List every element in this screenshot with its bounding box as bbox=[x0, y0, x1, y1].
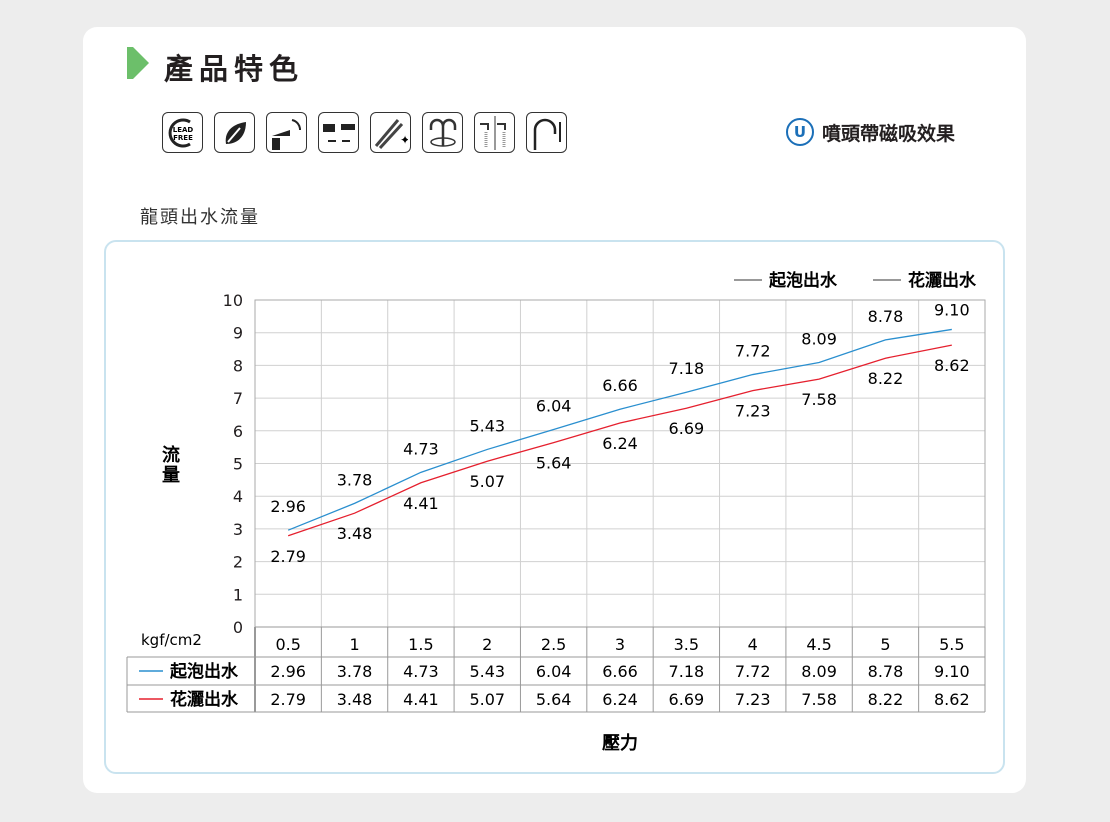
table-cell: 6.04 bbox=[536, 662, 572, 681]
data-label: 7.58 bbox=[801, 390, 837, 409]
table-cell: 5.64 bbox=[536, 690, 572, 709]
table-series-name: 起泡出水 bbox=[169, 661, 239, 682]
product-card bbox=[83, 27, 1026, 793]
y-tick-label: 6 bbox=[233, 422, 243, 441]
table-cell: 9.10 bbox=[934, 662, 970, 681]
data-label: 6.04 bbox=[536, 396, 572, 415]
x-tick-label: 0.5 bbox=[275, 635, 300, 654]
data-label: 6.24 bbox=[602, 434, 638, 453]
data-label: 5.43 bbox=[469, 416, 505, 435]
swivel-spout-icon bbox=[422, 112, 463, 153]
table-cell: 7.72 bbox=[735, 662, 771, 681]
data-label: 8.62 bbox=[934, 356, 970, 375]
feature-icons: LEAD FREE ✦ bbox=[162, 112, 567, 153]
table-cell: 7.23 bbox=[735, 690, 771, 709]
x-tick-label: 3.5 bbox=[674, 635, 699, 654]
table-cell: 4.41 bbox=[403, 690, 439, 709]
data-label: 4.41 bbox=[403, 494, 439, 513]
table-cell: 8.62 bbox=[934, 690, 970, 709]
data-label: 2.96 bbox=[270, 497, 306, 516]
table-cell: 8.09 bbox=[801, 662, 837, 681]
x-tick-label: 1.5 bbox=[408, 635, 433, 654]
chart-frame bbox=[104, 240, 1005, 774]
magnet-feature: U 噴頭帶磁吸效果 bbox=[786, 118, 955, 146]
extendable-hose-icon bbox=[318, 112, 359, 153]
table-cell: 6.69 bbox=[669, 690, 705, 709]
table-cell: 8.78 bbox=[868, 662, 904, 681]
table-cell: 7.58 bbox=[801, 690, 837, 709]
y-tick-label: 10 bbox=[223, 291, 243, 310]
table-cell: 8.22 bbox=[868, 690, 904, 709]
y-tick-label: 1 bbox=[233, 585, 243, 604]
table-cell: 6.24 bbox=[602, 690, 638, 709]
data-label: 2.79 bbox=[270, 547, 306, 566]
table-cell: 4.73 bbox=[403, 662, 439, 681]
data-label: 8.09 bbox=[801, 329, 837, 348]
x-tick-label: 1 bbox=[349, 635, 359, 654]
svg-text:FREE: FREE bbox=[173, 134, 193, 142]
y-tick-label: 0 bbox=[233, 618, 243, 637]
table-cell: 7.18 bbox=[669, 662, 705, 681]
legend-label: 起泡出水 bbox=[768, 270, 838, 291]
data-label: 5.64 bbox=[536, 454, 572, 473]
data-label: 7.23 bbox=[735, 402, 771, 421]
data-label: 3.48 bbox=[337, 524, 373, 543]
series-line-0 bbox=[287, 328, 952, 531]
table-cell: 2.96 bbox=[270, 662, 306, 681]
section-title: 龍頭出水流量 bbox=[140, 207, 260, 228]
x-tick-label: 2.5 bbox=[541, 635, 566, 654]
data-label: 4.73 bbox=[403, 439, 439, 458]
lead-free-icon: LEAD FREE bbox=[162, 112, 203, 153]
pull-out-height-icon bbox=[526, 112, 567, 153]
data-label: 7.72 bbox=[735, 342, 771, 361]
x-tick-label: 4 bbox=[748, 635, 758, 654]
y-tick-label: 3 bbox=[233, 520, 243, 539]
rotating-spout-icon bbox=[266, 112, 307, 153]
x-axis-label: 壓力 bbox=[602, 733, 638, 754]
table-cell: 5.43 bbox=[469, 662, 505, 681]
legend-label: 花灑出水 bbox=[908, 270, 977, 291]
y-tick-label: 2 bbox=[233, 553, 243, 572]
y-tick-label: 5 bbox=[233, 455, 243, 474]
data-label: 6.69 bbox=[669, 419, 705, 438]
data-label: 8.78 bbox=[868, 307, 904, 326]
x-tick-label: 3 bbox=[615, 635, 625, 654]
y-axis-label: 量 bbox=[162, 464, 180, 486]
series-line-1 bbox=[287, 344, 952, 537]
y-tick-label: 8 bbox=[233, 356, 243, 375]
data-label: 3.78 bbox=[337, 470, 373, 489]
y-tick-label: 4 bbox=[233, 487, 243, 506]
leaf-icon bbox=[214, 112, 255, 153]
data-label: 8.22 bbox=[868, 369, 904, 388]
svg-text:✦: ✦ bbox=[400, 133, 408, 147]
x-tick-label: 2 bbox=[482, 635, 492, 654]
y-axis-label: 流 bbox=[162, 444, 180, 466]
data-label: 5.07 bbox=[469, 472, 505, 491]
glossy-finish-icon: ✦ bbox=[370, 112, 411, 153]
x-tick-label: 4.5 bbox=[806, 635, 831, 654]
table-cell: 6.66 bbox=[602, 662, 638, 681]
svg-text:LEAD: LEAD bbox=[172, 126, 193, 134]
y-tick-label: 9 bbox=[233, 324, 243, 343]
magnet-label: 噴頭帶磁吸效果 bbox=[822, 122, 956, 145]
table-cell: 3.78 bbox=[337, 662, 373, 681]
y-tick-label: 7 bbox=[233, 389, 243, 408]
data-label: 6.66 bbox=[602, 376, 638, 395]
table-series-name: 花灑出水 bbox=[170, 689, 239, 710]
spray-modes-icon bbox=[474, 112, 515, 153]
data-label: 9.10 bbox=[934, 300, 970, 319]
section-marker-icon bbox=[127, 47, 149, 79]
magnet-icon: U bbox=[786, 118, 814, 146]
x-unit-label: kgf/cm2 bbox=[141, 631, 202, 649]
table-cell: 3.48 bbox=[337, 690, 373, 709]
page-title: 產品特色 bbox=[164, 52, 305, 86]
data-label: 7.18 bbox=[669, 359, 705, 378]
table-cell: 5.07 bbox=[469, 690, 505, 709]
table-cell: 2.79 bbox=[270, 690, 306, 709]
x-tick-label: 5 bbox=[880, 635, 890, 654]
x-tick-label: 5.5 bbox=[939, 635, 964, 654]
